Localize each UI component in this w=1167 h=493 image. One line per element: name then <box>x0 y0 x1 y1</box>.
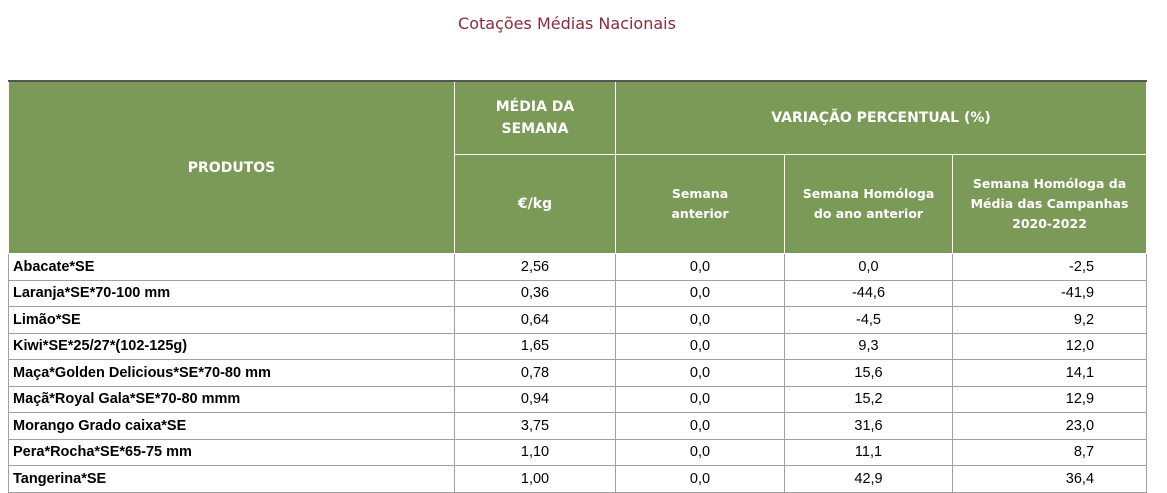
cell-produto: Maçã*Royal Gala*SE*70-80 mmm <box>8 386 455 413</box>
table-body: Abacate*SE 2,56 0,0 0,0 -2,5 Laranja*SE*… <box>8 253 1148 493</box>
cell-media: 0,36 <box>454 280 616 307</box>
header-semana-homologa: Semana Homóloga do ano anterior <box>784 154 953 254</box>
cell-campanhas: 23,0 <box>952 412 1148 440</box>
cell-semana-anterior: 0,0 <box>615 306 785 334</box>
cell-campanhas: 12,9 <box>952 386 1148 413</box>
cell-produto: Morango Grado caixa*SE <box>8 412 455 440</box>
cell-campanhas: 8,7 <box>952 439 1148 466</box>
cell-media: 2,56 <box>454 253 616 281</box>
cell-campanhas: 12,0 <box>952 333 1148 360</box>
table-row: Limão*SE 0,64 0,0 -4,5 9,2 <box>8 306 1148 334</box>
cell-media: 3,75 <box>454 412 616 440</box>
cell-homologa: -44,6 <box>784 280 953 307</box>
cell-campanhas: -2,5 <box>952 253 1148 281</box>
cell-semana-anterior: 0,0 <box>615 439 785 466</box>
header-camp-line1: Semana Homóloga da <box>972 176 1127 191</box>
header-media-line1: MÉDIA DA <box>495 99 575 115</box>
cell-homologa: 11,1 <box>784 439 953 466</box>
header-media-line2: SEMANA <box>501 121 569 137</box>
cell-semana-anterior: 0,0 <box>615 253 785 281</box>
cell-produto: Laranja*SE*70-100 mm <box>8 280 455 307</box>
cell-media: 0,78 <box>454 359 616 387</box>
table-row: Maça*Golden Delicious*SE*70-80 mm 0,78 0… <box>8 359 1148 387</box>
cell-campanhas: 36,4 <box>952 465 1148 493</box>
cell-homologa: 15,2 <box>784 386 953 413</box>
cell-semana-anterior: 0,0 <box>615 359 785 387</box>
table-row: Kiwi*SE*25/27*(102-125g) 1,65 0,0 9,3 12… <box>8 333 1148 360</box>
header-camp-line2: Média das Campanhas <box>970 196 1129 211</box>
cell-homologa: 42,9 <box>784 465 953 493</box>
header-produtos: PRODUTOS <box>8 80 455 254</box>
cell-produto: Kiwi*SE*25/27*(102-125g) <box>8 333 455 360</box>
table-row: Abacate*SE 2,56 0,0 0,0 -2,5 <box>8 253 1148 281</box>
header-media-semana: MÉDIA DA SEMANA <box>454 80 616 155</box>
cell-semana-anterior: 0,0 <box>615 386 785 413</box>
table-row: Tangerina*SE 1,00 0,0 42,9 36,4 <box>8 465 1148 493</box>
cell-homologa: 9,3 <box>784 333 953 360</box>
cell-media: 1,10 <box>454 439 616 466</box>
header-sem-ant-line2: anterior <box>671 206 729 221</box>
cell-campanhas: 9,2 <box>952 306 1148 334</box>
cell-media: 0,64 <box>454 306 616 334</box>
cell-produto: Abacate*SE <box>8 253 455 281</box>
cell-homologa: 15,6 <box>784 359 953 387</box>
cell-campanhas: 14,1 <box>952 359 1148 387</box>
cell-campanhas: -41,9 <box>952 280 1148 307</box>
cell-media: 1,00 <box>454 465 616 493</box>
cell-homologa: 31,6 <box>784 412 953 440</box>
header-camp-line3: 2020-2022 <box>1012 216 1087 231</box>
header-semana-anterior: Semana anterior <box>615 154 785 254</box>
header-media-campanhas: Semana Homóloga da Média das Campanhas 2… <box>951 154 1148 254</box>
cell-produto: Maça*Golden Delicious*SE*70-80 mm <box>8 359 455 387</box>
cell-produto: Limão*SE <box>8 306 455 334</box>
table-row: Maçã*Royal Gala*SE*70-80 mmm 0,94 0,0 15… <box>8 386 1148 413</box>
header-sem-ant-line1: Semana <box>671 186 729 201</box>
header-variacao-percentual: VARIAÇÃO PERCENTUAL (%) <box>614 80 1148 155</box>
header-homologa-line2: do ano anterior <box>813 206 924 221</box>
cell-semana-anterior: 0,0 <box>615 333 785 360</box>
cell-semana-anterior: 0,0 <box>615 280 785 307</box>
table-row: Pera*Rocha*SE*65-75 mm 1,10 0,0 11,1 8,7 <box>8 439 1148 466</box>
header-homologa-line1: Semana Homóloga <box>802 186 935 201</box>
cell-media: 1,65 <box>454 333 616 360</box>
header-unit: €/kg <box>454 154 616 254</box>
quotations-table: PRODUTOS MÉDIA DA SEMANA VARIAÇÃO PERCEN… <box>8 80 1148 493</box>
cell-semana-anterior: 0,0 <box>615 465 785 493</box>
cell-produto: Tangerina*SE <box>8 465 455 493</box>
cell-homologa: -4,5 <box>784 306 953 334</box>
table-header: PRODUTOS MÉDIA DA SEMANA VARIAÇÃO PERCEN… <box>8 80 1148 254</box>
cell-media: 0,94 <box>454 386 616 413</box>
cell-produto: Pera*Rocha*SE*65-75 mm <box>8 439 455 466</box>
page-title: Cotações Médias Nacionais <box>458 14 676 33</box>
table-row: Laranja*SE*70-100 mm 0,36 0,0 -44,6 -41,… <box>8 280 1148 307</box>
table-row: Morango Grado caixa*SE 3,75 0,0 31,6 23,… <box>8 412 1148 440</box>
cell-semana-anterior: 0,0 <box>615 412 785 440</box>
cell-homologa: 0,0 <box>784 253 953 281</box>
